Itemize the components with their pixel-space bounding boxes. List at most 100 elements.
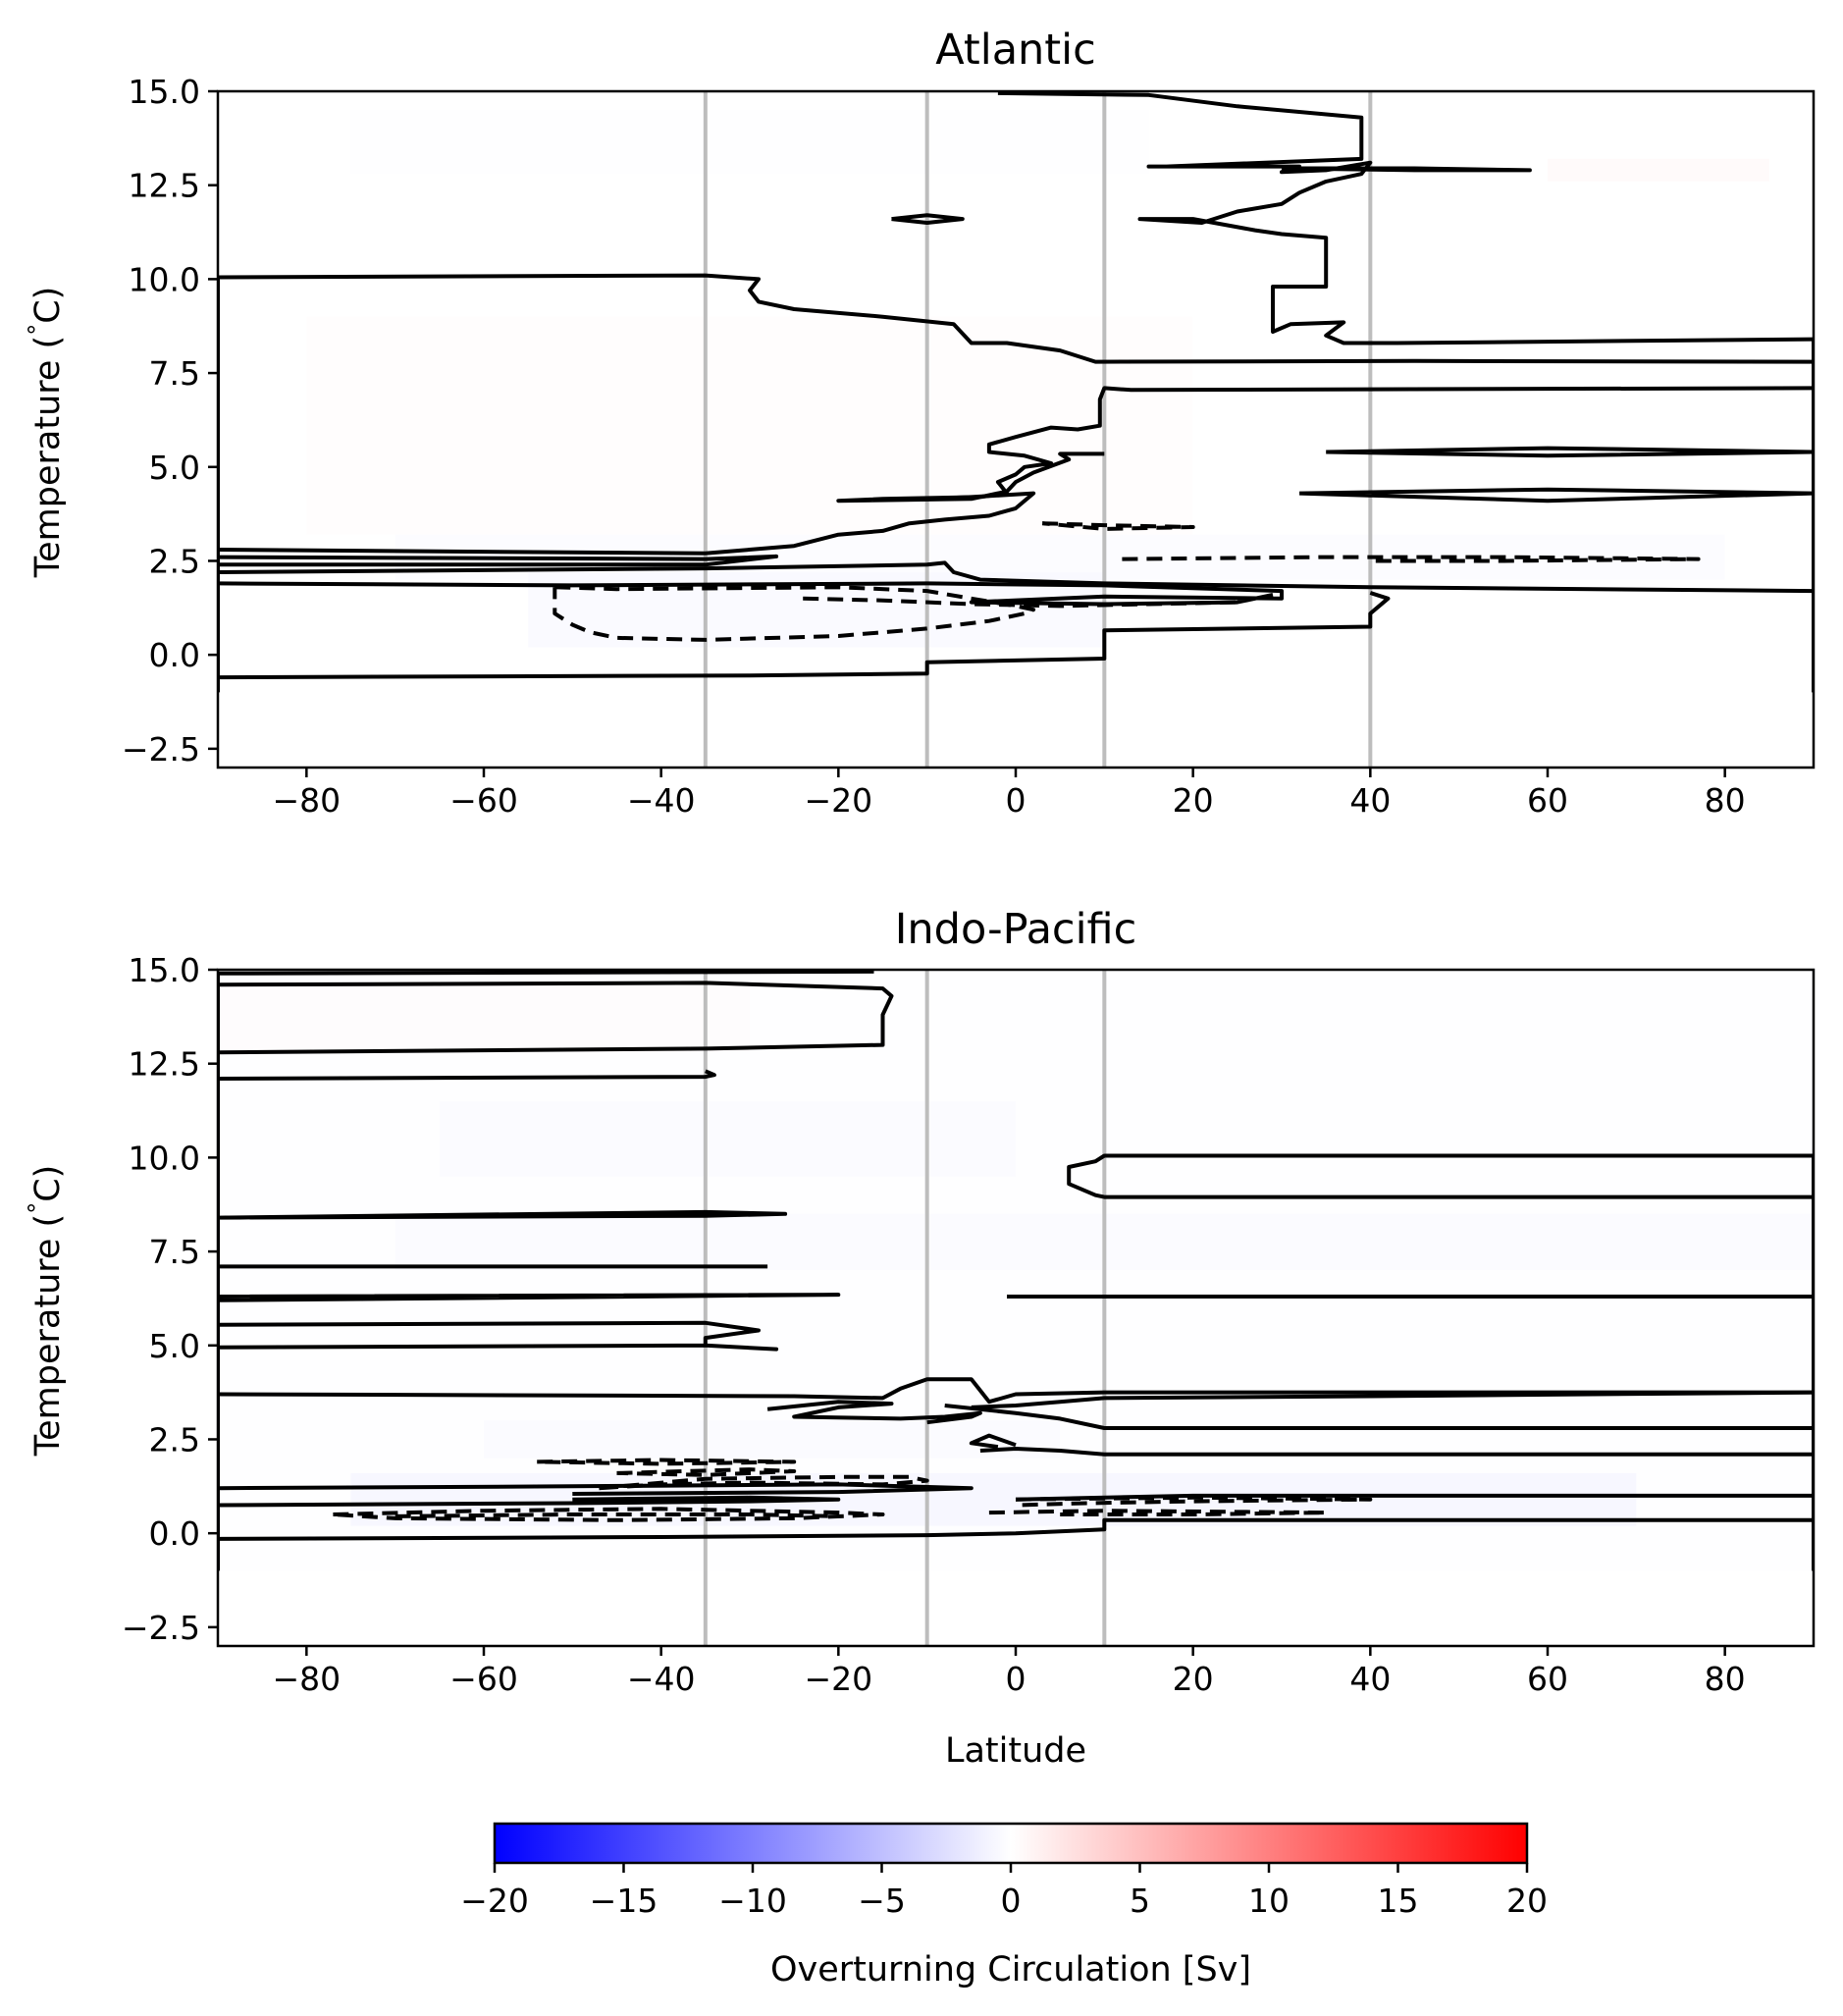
positive-contour bbox=[1299, 487, 1814, 504]
negative-contour bbox=[1122, 555, 1701, 563]
colorbar-tick-label: 15 bbox=[1378, 1882, 1419, 1920]
positive-contour bbox=[218, 1482, 974, 1496]
panel-title: Atlantic bbox=[935, 26, 1096, 75]
x-tick-label: 0 bbox=[1006, 781, 1027, 820]
x-tick-label: −80 bbox=[273, 781, 342, 820]
positive-contour bbox=[1326, 446, 1814, 458]
plot-area: −80 −60 −40 −20 0 20 40 60 80 −2.5 0.0 2.5 5.0 7.5 10.… bbox=[122, 73, 1816, 820]
y-tick-label: 15.0 bbox=[129, 951, 200, 989]
colorbar-tick-label: −20 bbox=[460, 1882, 529, 1920]
colorbar-label: Overturning Circulation [Sv] bbox=[770, 1950, 1251, 1989]
x-tick-label: −20 bbox=[805, 781, 873, 820]
panel-title: Indo-Pacific bbox=[895, 905, 1137, 954]
x-tick-label: 60 bbox=[1527, 1660, 1568, 1698]
field-patch bbox=[484, 1420, 1061, 1459]
atlantic-panel: Atlantic Temperature (°C) −80 −60 −40 −20 0 2… bbox=[24, 26, 1816, 820]
colorbar-ticks: −20 −15 −10 −5 0 5 10 15 20 bbox=[460, 1863, 1548, 1920]
x-tick-label: 40 bbox=[1349, 1660, 1391, 1698]
field-patch bbox=[350, 110, 1149, 175]
unit-text: C) bbox=[28, 1165, 68, 1202]
positive-contour bbox=[218, 1069, 716, 1081]
positive-contour bbox=[218, 554, 779, 567]
x-tick-label: 80 bbox=[1705, 1660, 1746, 1698]
negative-contour bbox=[553, 585, 1036, 642]
positive-contour bbox=[218, 491, 1036, 556]
negative-contour bbox=[599, 1474, 929, 1491]
y-tick-label: 12.5 bbox=[129, 167, 200, 205]
degree-sign: ° bbox=[24, 1202, 51, 1214]
field-patch bbox=[306, 316, 1193, 535]
x-tick-label: −20 bbox=[805, 1660, 873, 1698]
colorbar-gradient bbox=[493, 1822, 1529, 1865]
y-tick-label: 7.5 bbox=[149, 354, 200, 393]
positive-contour bbox=[979, 1447, 1814, 1457]
degree-sign: ° bbox=[24, 324, 51, 336]
unit-text: C) bbox=[28, 287, 68, 324]
field-patch bbox=[350, 1472, 1637, 1526]
x-tick-label: −80 bbox=[273, 1660, 342, 1698]
y-tick-label: 2.5 bbox=[149, 1420, 200, 1459]
positive-contour bbox=[218, 1320, 779, 1352]
positive-contour bbox=[218, 591, 1391, 680]
y-tick-label: 10.0 bbox=[129, 260, 200, 298]
x-tick-label: 80 bbox=[1705, 781, 1746, 820]
x-tick-label: −40 bbox=[627, 1660, 696, 1698]
field-patch bbox=[439, 1100, 1016, 1177]
x-axis-label: Latitude bbox=[945, 1731, 1086, 1771]
y-tick-label: 7.5 bbox=[149, 1233, 200, 1271]
y-tick-label: 12.5 bbox=[129, 1045, 200, 1084]
y-tick-label: 0.0 bbox=[149, 1514, 200, 1553]
negative-contour bbox=[333, 1507, 885, 1522]
positive-contour bbox=[218, 1377, 1814, 1405]
colorbar-tick-label: −10 bbox=[718, 1882, 787, 1920]
negative-contour bbox=[616, 1467, 797, 1477]
colorbar-tick-label: −15 bbox=[590, 1882, 658, 1920]
positive-contour bbox=[218, 1517, 1814, 1541]
plot-contents bbox=[218, 970, 1814, 1646]
y-tick-label: 5.0 bbox=[149, 449, 200, 487]
y-tick-label: 5.0 bbox=[149, 1327, 200, 1365]
x-tick-label: −60 bbox=[449, 781, 518, 820]
x-tick-label: 0 bbox=[1006, 1660, 1027, 1698]
colorbar-tick-label: 20 bbox=[1506, 1882, 1548, 1920]
positive-contour bbox=[969, 1433, 1017, 1450]
positive-contour bbox=[1281, 166, 1532, 173]
positive-contour bbox=[218, 970, 874, 976]
x-tick-label: 20 bbox=[1173, 781, 1214, 820]
colorbar-tick-label: 10 bbox=[1248, 1882, 1290, 1920]
y-tick-label: −2.5 bbox=[122, 1609, 200, 1647]
x-tick-label: 60 bbox=[1527, 781, 1568, 820]
positive-contour bbox=[944, 1404, 1814, 1430]
colorbar-tick-label: −5 bbox=[858, 1882, 906, 1920]
negative-contour bbox=[1015, 1495, 1373, 1508]
y-tick-label: 10.0 bbox=[129, 1139, 200, 1177]
positive-contour bbox=[997, 91, 1814, 345]
plot-contents bbox=[218, 91, 1814, 768]
negative-contour bbox=[537, 1458, 797, 1466]
x-tick-label: 40 bbox=[1349, 781, 1391, 820]
colorbar-tick-label: 0 bbox=[1001, 1882, 1022, 1920]
x-tick-label: −60 bbox=[449, 1660, 518, 1698]
negative-contour bbox=[395, 1512, 839, 1518]
field-patch bbox=[218, 970, 1814, 1571]
field-patch bbox=[1548, 158, 1769, 182]
positive-contour bbox=[1067, 1153, 1814, 1199]
y-axis-label: Temperature (°C) bbox=[24, 1165, 68, 1458]
positive-contour bbox=[836, 386, 1814, 504]
x-tick-label: −40 bbox=[627, 781, 696, 820]
y-tick-label: −2.5 bbox=[122, 730, 200, 769]
indo-pacific-panel: Indo-Pacific Temperature (°C) −80 −60 −40−… bbox=[24, 905, 1816, 1771]
y-tick-label: 0.0 bbox=[149, 636, 200, 674]
positive-contour bbox=[218, 1293, 841, 1302]
positive-contour bbox=[766, 1400, 982, 1425]
colorbar-tick-label: 5 bbox=[1130, 1882, 1150, 1920]
y-tick-label: 15.0 bbox=[129, 73, 200, 111]
positive-contour bbox=[891, 213, 965, 225]
x-tick-label: 20 bbox=[1173, 1660, 1214, 1698]
y-tick-label: 2.5 bbox=[149, 542, 200, 580]
negative-contour bbox=[1041, 521, 1195, 531]
plot-area: −80 −60 −40 −20 0 20 40 60 80 −2.5 0.0 2.5 5.0 7.5 10.… bbox=[122, 951, 1816, 1698]
positive-contour bbox=[218, 1495, 841, 1508]
negative-contour bbox=[988, 1509, 1329, 1516]
